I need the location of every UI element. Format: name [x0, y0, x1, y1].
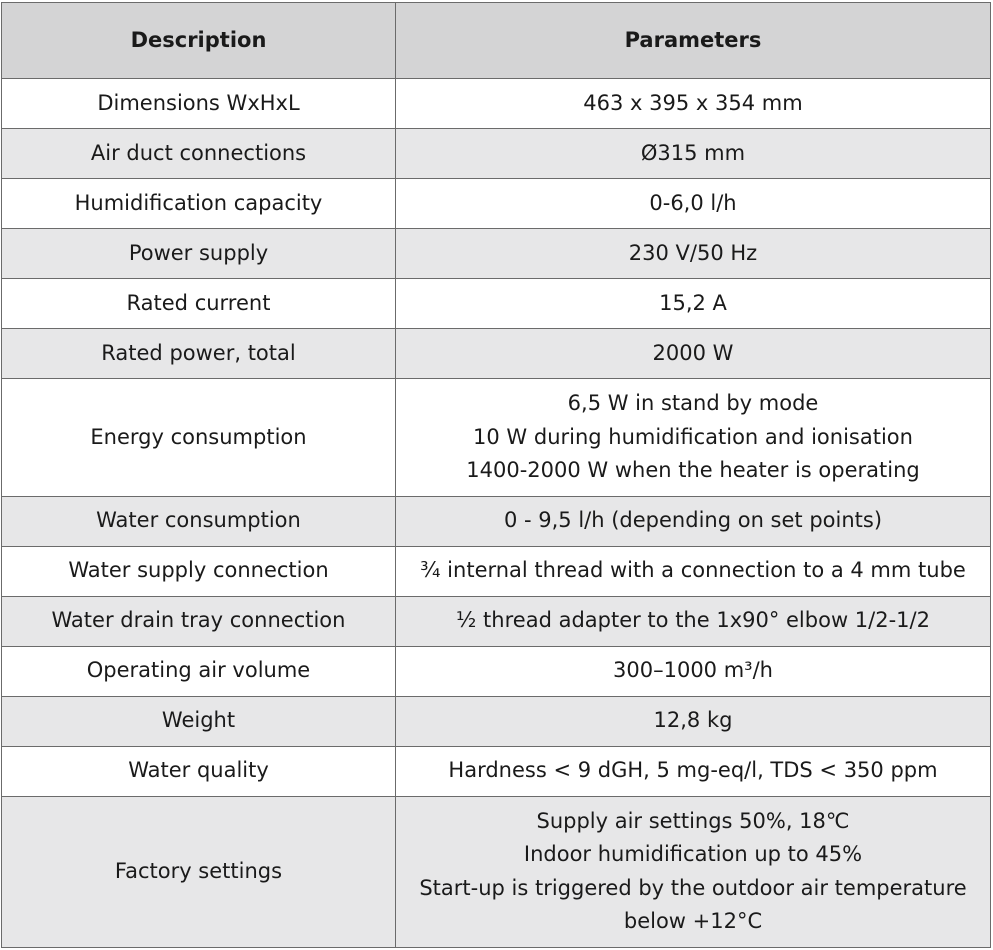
description-cell: Water supply connection [1, 545, 396, 597]
parameter-line: ¾ internal thread with a connection to a… [420, 558, 966, 583]
parameter-cell: 300–1000 m³/h [395, 645, 991, 697]
description-cell: Factory settings [1, 795, 396, 948]
parameter-line: 1400-2000 W when the heater is operating [466, 458, 920, 482]
description-cell: Operating air volume [1, 645, 396, 697]
parameter-cell: Ø315 mm [395, 128, 991, 179]
description-cell: Humidification capacity [1, 178, 396, 229]
parameter-line: 6,5 W in stand by mode [567, 391, 819, 415]
parameter-cell: 2000 W [395, 328, 991, 379]
parameter-line: 0-6,0 l/h [649, 190, 737, 215]
table-row: Humidification capacity 0-6,0 l/h [1, 178, 991, 229]
parameter-cell: 15,2 A [395, 278, 991, 329]
table-row: Operating air volume 300–1000 m³/h [1, 645, 991, 697]
parameter-line: Supply air settings 50%, 18℃ [536, 808, 850, 833]
parameter-cell: 230 V/50 Hz [395, 228, 991, 279]
parameter-cell: Supply air settings 50%, 18℃ Indoor humid… [395, 795, 991, 948]
description-cell: Energy consumption [1, 378, 396, 497]
parameter-cell: 0 - 9,5 l/h (depending on set points) [395, 495, 991, 547]
parameter-line: 463 x 395 x 354 mm [583, 90, 803, 115]
parameter-cell: ½ thread adapter to the 1x90° elbow 1/2-… [395, 595, 991, 647]
description-cell: Air duct connections [1, 128, 396, 179]
header-cell: Parameters [395, 2, 991, 79]
parameter-line: 12,8 kg [653, 708, 733, 733]
description-cell: Rated power, total [1, 328, 396, 379]
table-row: Rated power, total 2000 W [1, 328, 991, 379]
description-cell: Weight [1, 695, 396, 747]
parameter-line: Hardness < 9 dGH, 5 mg-eq/l, TDS < 350 p… [448, 758, 938, 783]
description-cell: Water drain tray connection [1, 595, 396, 647]
parameter-line: Indoor humidification up to 45% [523, 842, 863, 866]
table-row: Air duct connections Ø315 mm [1, 128, 991, 179]
description-cell: Water consumption [1, 495, 396, 547]
table-row: Factory settings Supply air settings 50%,… [1, 795, 991, 948]
table-row: Water drain tray connection ½ thread adap… [1, 595, 991, 647]
table-row: Water supply connection ¾ internal thread… [1, 545, 991, 597]
parameter-line: 0 - 9,5 l/h (depending on set points) [503, 508, 883, 533]
table-row: Weight 12,8 kg [1, 695, 991, 747]
table-row: Water quality Hardness < 9 dGH, 5 mg-eq/l… [1, 745, 991, 797]
parameter-cell: 6,5 W in stand by mode 10 W during humidi… [395, 378, 991, 497]
table-row: Dimensions WxHxL 463 x 395 x 354 mm [1, 78, 991, 129]
parameter-line: ½ thread adapter to the 1x90° elbow 1/2-… [456, 608, 930, 633]
parameter-line: 230 V/50 Hz [628, 240, 758, 265]
header-row: Description Parameters [1, 2, 991, 79]
parameter-cell: Hardness < 9 dGH, 5 mg-eq/l, TDS < 350 p… [395, 745, 991, 797]
description-cell: Power supply [1, 228, 396, 279]
table-body: Dimensions WxHxL 463 x 395 x 354 mm Air du… [1, 78, 991, 948]
description-cell: Rated current [1, 278, 396, 329]
parameter-line: below +12°C [623, 909, 763, 933]
table-row: Energy consumption 6,5 W in stand by mode… [1, 378, 991, 497]
parameter-line: 2000 W [652, 340, 734, 365]
description-cell: Water quality [1, 745, 396, 797]
parameter-line: Ø315 mm [640, 140, 746, 165]
parameter-cell: ¾ internal thread with a connection to a… [395, 545, 991, 597]
parameter-line: 10 W during humidification and ionisatio… [473, 424, 913, 449]
parameter-line: 15,2 A [659, 290, 727, 315]
table-row: Power supply 230 V/50 Hz [1, 228, 991, 279]
parameter-line: 300–1000 m³/h [613, 658, 773, 683]
parameter-cell: 12,8 kg [395, 695, 991, 747]
table-row: Rated current 15,2 A [1, 278, 991, 329]
parameter-cell: 463 x 395 x 354 mm [395, 78, 991, 129]
description-cell: Dimensions WxHxL [1, 78, 396, 129]
parameter-cell: 0-6,0 l/h [395, 178, 991, 229]
parameter-line: Start-up is triggered by the outdoor air… [419, 875, 967, 900]
table-row: Water consumption 0 - 9,5 l/h (depending … [1, 495, 991, 547]
header-cell: Description [1, 2, 396, 79]
